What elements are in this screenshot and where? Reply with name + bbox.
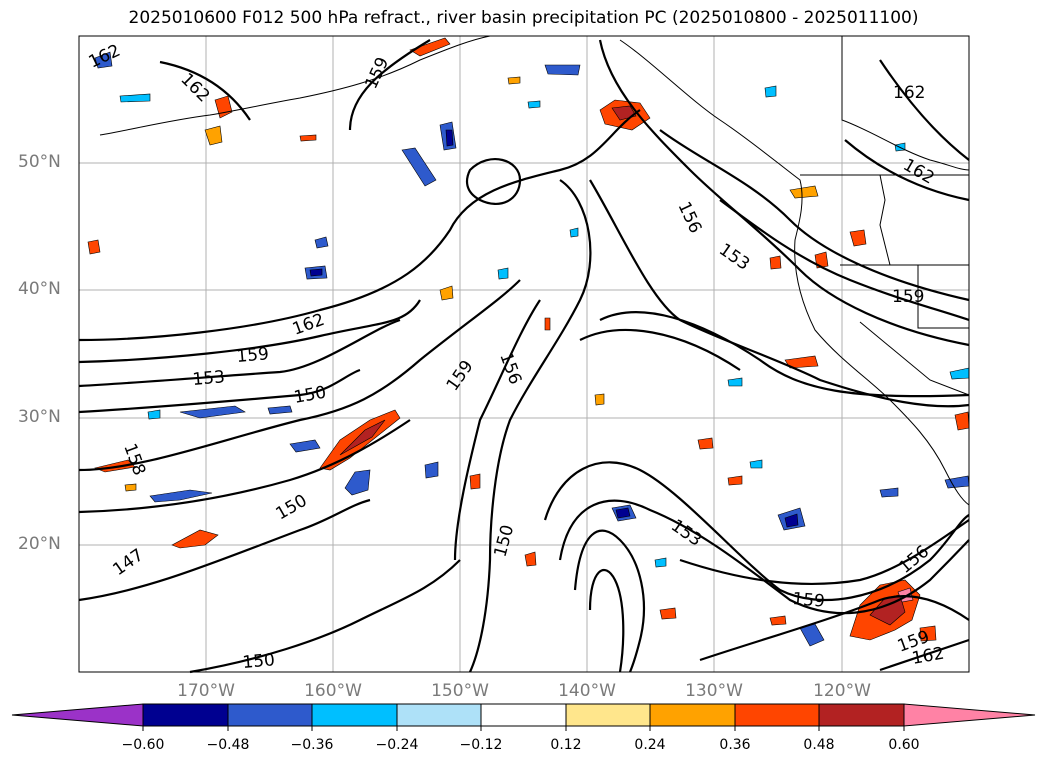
colorbar: [11, 703, 1036, 731]
colorbar-tick: 0.60: [888, 737, 920, 753]
contour-label: 159: [236, 344, 270, 367]
contour-label: 159: [892, 287, 924, 307]
lat-label: 50°N: [18, 152, 61, 172]
colorbar-tick: −0.36: [290, 737, 334, 753]
colorbar-tick: 0.12: [550, 737, 582, 753]
map-title: 2025010600 F012 500 hPa refract., river …: [128, 8, 919, 28]
contour-label: 162: [893, 83, 925, 103]
lat-label: 40°N: [18, 279, 61, 299]
colorbar-tick: 0.48: [803, 737, 835, 753]
lat-label: 30°N: [18, 407, 61, 427]
colorbar-tick: −0.24: [375, 737, 419, 753]
map-background: [79, 36, 969, 672]
coastlines: [99, 35, 970, 506]
colorbar-tick: 0.36: [719, 737, 751, 753]
lon-label: 140°W: [558, 681, 616, 701]
colorbar-tick: −0.48: [206, 737, 250, 753]
lon-label: 120°W: [813, 681, 871, 701]
contour-label: 150: [242, 650, 276, 673]
contour-label: 159: [792, 589, 826, 612]
colorbar-tick: −0.60: [121, 737, 165, 753]
lon-label: 170°W: [177, 681, 235, 701]
colorbar-tick: 0.24: [634, 737, 666, 753]
contour-label: 153: [192, 367, 226, 390]
lon-label: 160°W: [304, 681, 362, 701]
refractivity-contours: [78, 39, 970, 674]
lon-label: 150°W: [431, 681, 489, 701]
lon-label: 130°W: [685, 681, 743, 701]
precip-shading: [87, 37, 970, 647]
lat-label: 20°N: [18, 534, 61, 554]
map-frame: [78, 35, 970, 673]
colorbar-tick: −0.12: [459, 737, 503, 753]
